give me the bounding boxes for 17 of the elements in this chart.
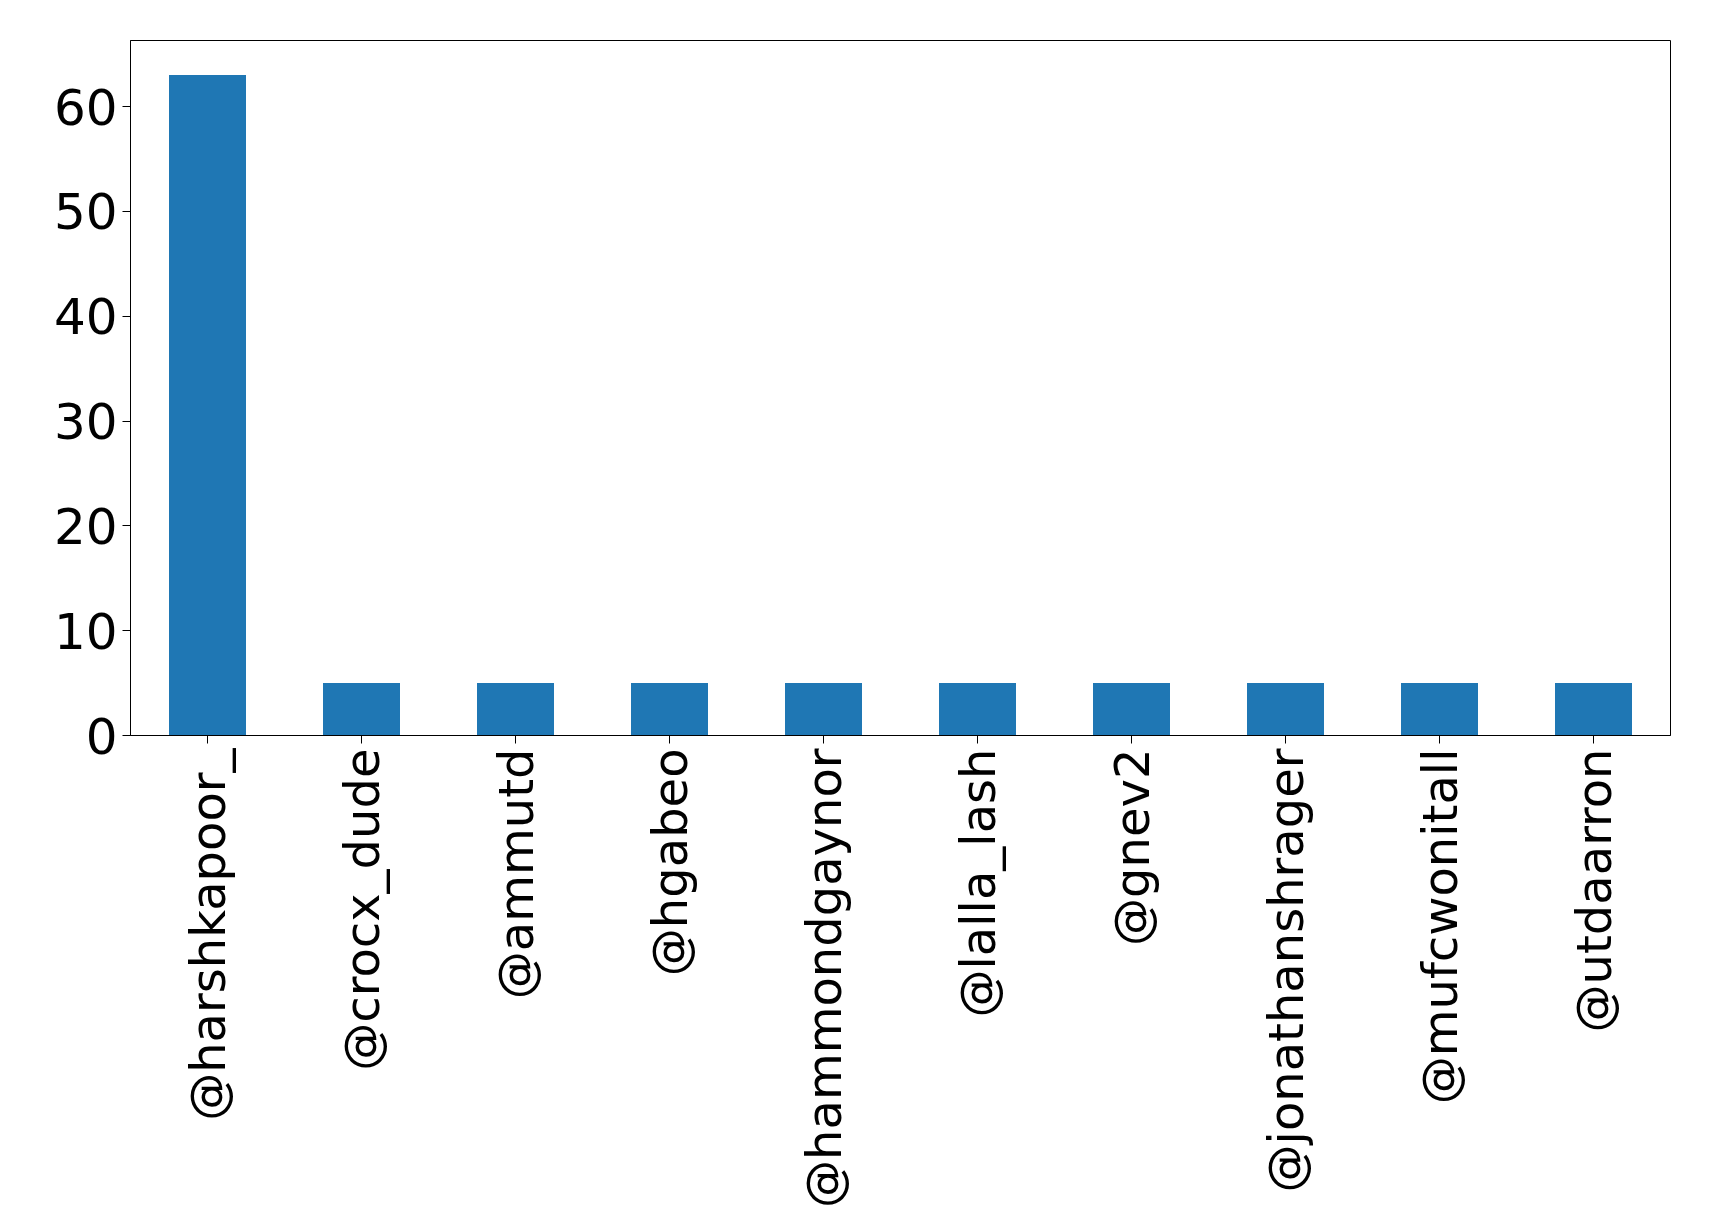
- x-tick-label: @lalla_lash: [949, 748, 1006, 1018]
- x-tick-label: @utdaarron: [1565, 748, 1622, 1033]
- x-tick-label: @harshkapoor_: [179, 747, 236, 1121]
- x-tick-label: @jonathanshrager: [1257, 748, 1314, 1193]
- x-tick-label: @hammondgaynor: [795, 748, 852, 1208]
- x-tick-label: @gnev2: [1103, 748, 1160, 946]
- x-tick-label: @hgabeo: [641, 748, 698, 977]
- x-tick-label: @crocx_dude: [333, 748, 390, 1071]
- y-tick-label: 30: [53, 393, 118, 452]
- y-tick-label: 40: [53, 288, 118, 347]
- y-tick-label: 0: [85, 707, 118, 766]
- x-tick-label: @ammutd: [487, 748, 544, 1000]
- y-tick-label: 20: [53, 497, 118, 556]
- y-tick-label: 60: [53, 78, 118, 137]
- x-tick-label: @mufcwonitall: [1411, 748, 1468, 1105]
- y-tick-label: 50: [53, 183, 118, 242]
- y-tick-label: 10: [53, 602, 118, 661]
